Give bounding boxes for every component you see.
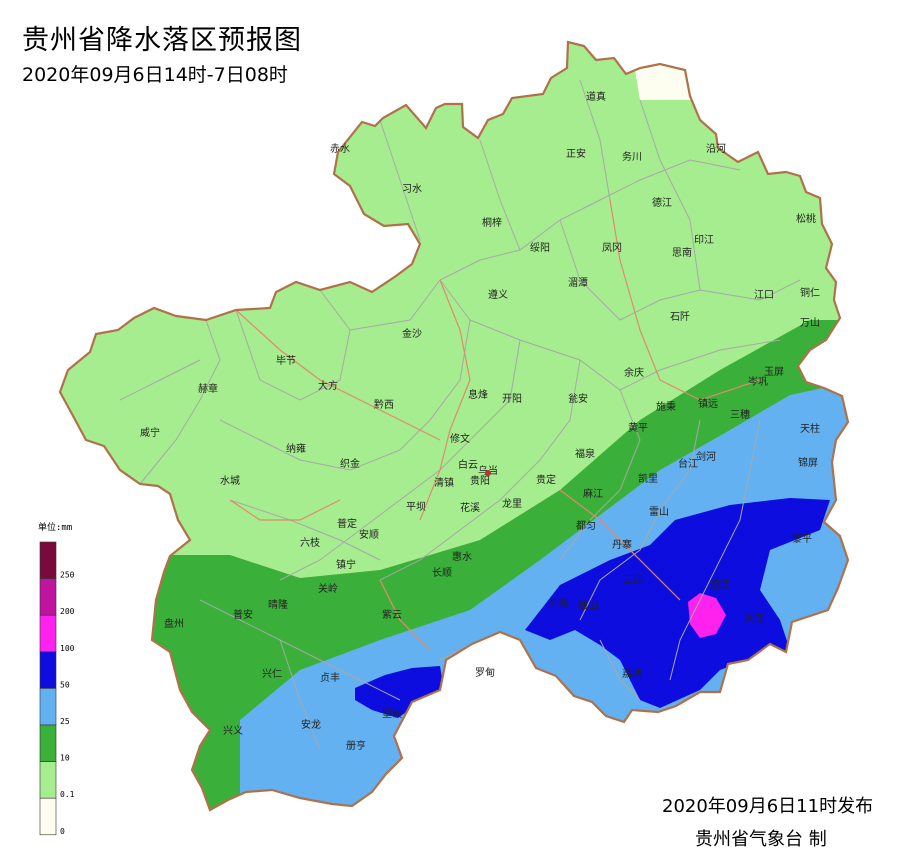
prefecture-boundaries — [229, 199, 761, 651]
city-label: 荔波 — [622, 667, 642, 680]
city-label: 玉屏 — [764, 366, 784, 378]
city-label: 水城 — [220, 475, 240, 487]
city-label: 龙里 — [502, 497, 522, 510]
city-label: 兴义 — [223, 725, 243, 737]
city-label: 松桃 — [796, 212, 816, 225]
city-label: 石阡 — [670, 311, 690, 323]
city-label: 正安 — [566, 147, 586, 160]
city-label: 遵义 — [488, 288, 508, 301]
city-label: 镇远 — [698, 397, 718, 410]
city-label: 雷山 — [649, 506, 669, 518]
city-label: 独山 — [578, 599, 598, 612]
city-label: 普定 — [337, 517, 357, 530]
city-label: 岑巩 — [748, 376, 768, 388]
city-label: 普安 — [233, 608, 253, 621]
city-label: 黔西 — [374, 398, 394, 411]
city-label: 紫云 — [382, 609, 402, 621]
city-label: 福泉 — [575, 447, 595, 460]
city-label: 绥阳 — [530, 242, 550, 254]
city-label: 凤冈 — [602, 242, 622, 254]
city-label: 湄潭 — [568, 277, 588, 289]
capital-marker-icon — [485, 470, 491, 476]
city-label: 关岭 — [318, 582, 338, 595]
city-label: 毕节 — [276, 354, 296, 367]
city-label: 印江 — [694, 234, 714, 246]
city-label: 清镇 — [434, 476, 454, 489]
city-label: 大方 — [318, 379, 338, 392]
city-label: 三穗 — [730, 408, 750, 421]
city-label: 平坝 — [406, 501, 426, 513]
city-label: 黎平 — [792, 532, 812, 545]
city-label: 安龙 — [301, 718, 321, 731]
city-label: 息烽 — [468, 388, 488, 401]
city-label: 盘州 — [164, 617, 184, 630]
city-label: 六枝 — [300, 536, 320, 549]
issuing-agency: 贵州省气象台 制 — [695, 829, 827, 850]
city-label: 三都 — [623, 574, 643, 586]
city-label: 施秉 — [656, 400, 676, 413]
city-label: 贞丰 — [320, 671, 340, 684]
forecast-period: 2020年09月6日14时-7日08时 — [22, 64, 288, 86]
city-label: 从江 — [744, 613, 764, 625]
city-label: 花溪 — [460, 501, 480, 514]
city-label: 贵阳 — [470, 474, 490, 487]
city-label: 道真 — [586, 90, 606, 103]
city-label: 锦屏 — [798, 456, 818, 469]
city-label: 习水 — [402, 183, 422, 195]
city-label: 思南 — [672, 246, 692, 259]
city-label: 余庆 — [624, 366, 644, 379]
city-label: 晴隆 — [268, 598, 288, 611]
city-label: 惠水 — [452, 550, 472, 563]
city-label: 望谟 — [382, 707, 402, 720]
city-label: 赤水 — [330, 143, 350, 155]
city-label: 铜仁 — [800, 287, 820, 299]
city-label: 白云 — [458, 458, 478, 471]
city-label: 剑河 — [696, 450, 716, 463]
city-label: 平塘 — [548, 597, 568, 610]
city-label: 麻江 — [583, 487, 603, 500]
city-label: 丹寨 — [612, 538, 632, 551]
city-label: 纳雍 — [286, 442, 306, 455]
map-title: 贵州省降水落区预报图 — [22, 25, 302, 56]
band-50-to-100-west — [355, 666, 444, 718]
city-label: 务川 — [622, 150, 642, 163]
city-label: 德江 — [652, 196, 672, 209]
city-label: 兴仁 — [262, 668, 282, 680]
city-label: 安顺 — [359, 528, 379, 541]
city-label: 金沙 — [402, 327, 422, 340]
city-label: 榕江 — [710, 578, 730, 591]
city-label: 长顺 — [432, 567, 452, 579]
city-label: 开阳 — [502, 393, 522, 405]
city-label: 威宁 — [140, 426, 160, 439]
city-label: 桐梓 — [482, 216, 502, 229]
city-label: 万山 — [800, 317, 820, 329]
city-label: 黄平 — [628, 421, 648, 434]
city-label: 台江 — [678, 457, 698, 470]
city-label: 瓮安 — [568, 392, 588, 405]
city-label: 沿河 — [706, 143, 726, 155]
city-label: 都匀 — [576, 520, 596, 532]
city-label: 册亨 — [346, 739, 366, 752]
issued-time: 2020年09月6日11时发布 — [662, 796, 874, 817]
city-label: 赫章 — [198, 382, 218, 395]
city-label: 天柱 — [800, 422, 820, 435]
city-label: 贵定 — [536, 473, 556, 486]
city-label: 罗甸 — [475, 666, 495, 679]
city-label: 凯里 — [638, 472, 658, 485]
city-label: 江口 — [754, 289, 774, 301]
city-label: 镇宁 — [336, 558, 356, 571]
city-label: 织金 — [340, 457, 360, 470]
city-label: 修文 — [450, 432, 470, 445]
